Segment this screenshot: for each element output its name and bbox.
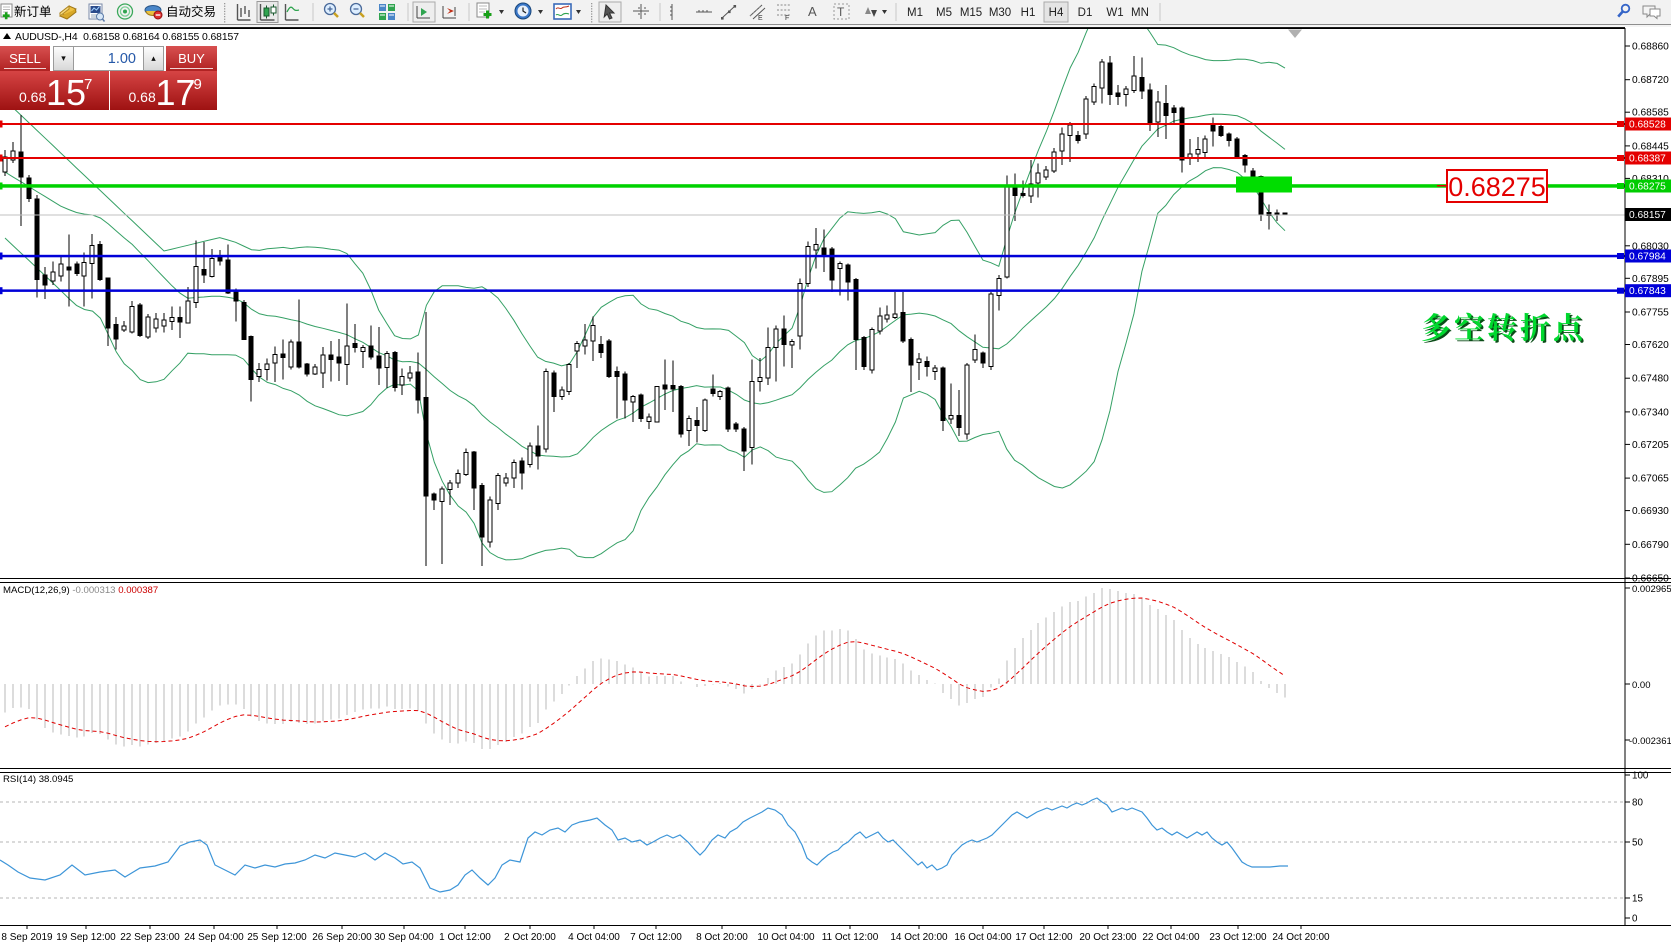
svg-text:0.68445: 0.68445: [1632, 141, 1669, 152]
svg-text:100: 100: [1632, 771, 1649, 782]
svg-text:0.68720: 0.68720: [1632, 75, 1669, 86]
svg-text:0.67065: 0.67065: [1632, 474, 1669, 485]
svg-text:0.68860: 0.68860: [1632, 42, 1669, 53]
svg-text:0.66930: 0.66930: [1632, 506, 1669, 517]
svg-text:0.66790: 0.66790: [1632, 540, 1669, 551]
svg-text:AUDUSD-,H4 0.68158 0.68164 0.: AUDUSD-,H4 0.68158 0.68164 0.68155 0.681…: [15, 32, 239, 43]
svg-text:0.68528: 0.68528: [1629, 120, 1666, 131]
svg-text:50: 50: [1632, 838, 1643, 849]
svg-text:0.67620: 0.67620: [1632, 340, 1669, 351]
svg-text:0.67340: 0.67340: [1632, 407, 1669, 418]
svg-text:1 Oct 12:00: 1 Oct 12:00: [439, 932, 491, 943]
svg-text:0.67895: 0.67895: [1632, 274, 1669, 285]
svg-text:E: E: [758, 15, 763, 22]
svg-text:D1: D1: [1078, 7, 1093, 19]
svg-text:26 Sep 20:00: 26 Sep 20:00: [312, 932, 372, 943]
svg-text:0: 0: [1632, 914, 1638, 925]
svg-text:80: 80: [1632, 798, 1643, 809]
svg-text:M5: M5: [936, 7, 952, 19]
svg-text:24 Oct 20:00: 24 Oct 20:00: [1272, 932, 1330, 943]
svg-text:M1: M1: [907, 7, 923, 19]
svg-text:MACD(12,26,9) -0.000313 0.0003: MACD(12,26,9) -0.000313 0.000387: [3, 585, 158, 596]
svg-text:7 Oct 12:00: 7 Oct 12:00: [630, 932, 682, 943]
svg-text:23 Oct 12:00: 23 Oct 12:00: [1209, 932, 1267, 943]
svg-text:0.67480: 0.67480: [1632, 374, 1669, 385]
svg-text:0.68275: 0.68275: [1448, 172, 1546, 202]
svg-text:H1: H1: [1021, 7, 1036, 19]
svg-text:0.67984: 0.67984: [1629, 252, 1666, 263]
svg-text:-0.002361: -0.002361: [1629, 736, 1671, 747]
svg-text:H4: H4: [1049, 7, 1064, 19]
svg-text:11 Oct 12:00: 11 Oct 12:00: [822, 932, 879, 943]
svg-text:0.68585: 0.68585: [1632, 108, 1669, 119]
svg-text:8 Sep 2019: 8 Sep 2019: [1, 932, 53, 943]
svg-text:A: A: [808, 4, 817, 19]
svg-text:15: 15: [1632, 894, 1643, 905]
svg-text:0.68030: 0.68030: [1632, 241, 1669, 252]
svg-text:0.67755: 0.67755: [1632, 308, 1669, 319]
svg-text:0.002965: 0.002965: [1632, 584, 1671, 595]
svg-text:0.68387: 0.68387: [1629, 154, 1666, 165]
svg-text:0.67843: 0.67843: [1629, 286, 1666, 297]
svg-text:25 Sep 12:00: 25 Sep 12:00: [247, 932, 307, 943]
svg-text:M30: M30: [989, 7, 1011, 19]
svg-text:M15: M15: [960, 7, 982, 19]
svg-text:T: T: [837, 5, 845, 19]
svg-text:22 Oct 04:00: 22 Oct 04:00: [1142, 932, 1200, 943]
svg-text:0.68310: 0.68310: [1632, 174, 1669, 185]
svg-text:0.68275: 0.68275: [1629, 182, 1666, 193]
svg-text:2 Oct 20:00: 2 Oct 20:00: [504, 932, 556, 943]
svg-text:F: F: [785, 15, 789, 22]
svg-text:22 Sep 23:00: 22 Sep 23:00: [120, 932, 180, 943]
svg-text:14 Oct 20:00: 14 Oct 20:00: [890, 932, 948, 943]
svg-text:RSI(14) 38.0945: RSI(14) 38.0945: [3, 774, 73, 785]
svg-text:19 Sep 12:00: 19 Sep 12:00: [56, 932, 116, 943]
svg-text:10 Oct 04:00: 10 Oct 04:00: [757, 932, 815, 943]
svg-text:W1: W1: [1106, 7, 1123, 19]
svg-text:30 Sep 04:00: 30 Sep 04:00: [374, 932, 434, 943]
svg-text:0.68157: 0.68157: [1629, 210, 1666, 221]
svg-text:4 Oct 04:00: 4 Oct 04:00: [568, 932, 620, 943]
svg-text:0.66650: 0.66650: [1632, 574, 1669, 585]
svg-text:24 Sep 04:00: 24 Sep 04:00: [184, 932, 244, 943]
svg-text:16 Oct 04:00: 16 Oct 04:00: [954, 932, 1012, 943]
svg-text:0.00: 0.00: [1632, 680, 1651, 691]
svg-text:MN: MN: [1131, 7, 1149, 19]
svg-text:8 Oct 20:00: 8 Oct 20:00: [696, 932, 748, 943]
svg-text:0.67205: 0.67205: [1632, 440, 1669, 451]
svg-text:17 Oct 12:00: 17 Oct 12:00: [1015, 932, 1073, 943]
svg-text:20 Oct 23:00: 20 Oct 23:00: [1079, 932, 1137, 943]
